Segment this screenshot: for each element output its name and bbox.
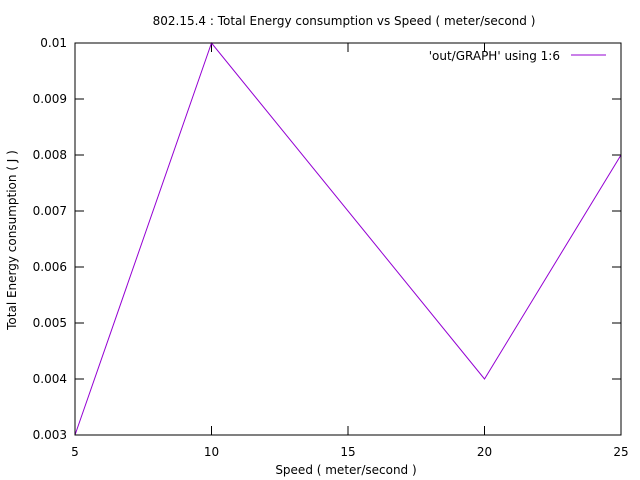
y-tick-label: 0.005 [33,316,67,330]
y-tick-label: 0.007 [33,204,67,218]
series-line [74,41,622,436]
chart-title: 802.15.4 : Total Energy consumption vs S… [153,14,536,28]
y-tick-label: 0.01 [40,36,67,50]
x-axis-ticks: 5 10 15 20 25 [71,43,629,459]
y-tick-label: 0.009 [33,92,67,106]
plot-series [74,41,622,436]
x-tick-label: 25 [613,445,628,459]
x-tick-label: 20 [477,445,492,459]
legend: 'out/GRAPH' using 1:6 [429,49,606,63]
x-tick-label: 10 [204,445,219,459]
y-axis-ticks: 0.003 0.004 0.005 0.006 0.007 0.008 0.009 0.01 [33,36,621,442]
y-tick-label: 0.006 [33,260,67,274]
plot-frame [74,42,622,436]
x-tick-label: 5 [71,445,79,459]
y-tick-label: 0.003 [33,428,67,442]
x-axis-label: Speed ( meter/second ) [275,463,416,477]
x-tick-label: 15 [340,445,355,459]
legend-label: 'out/GRAPH' using 1:6 [429,49,560,63]
y-tick-label: 0.004 [33,372,67,386]
y-axis-label: Total Energy consumption ( J ) [5,150,19,331]
y-tick-label: 0.008 [33,148,67,162]
